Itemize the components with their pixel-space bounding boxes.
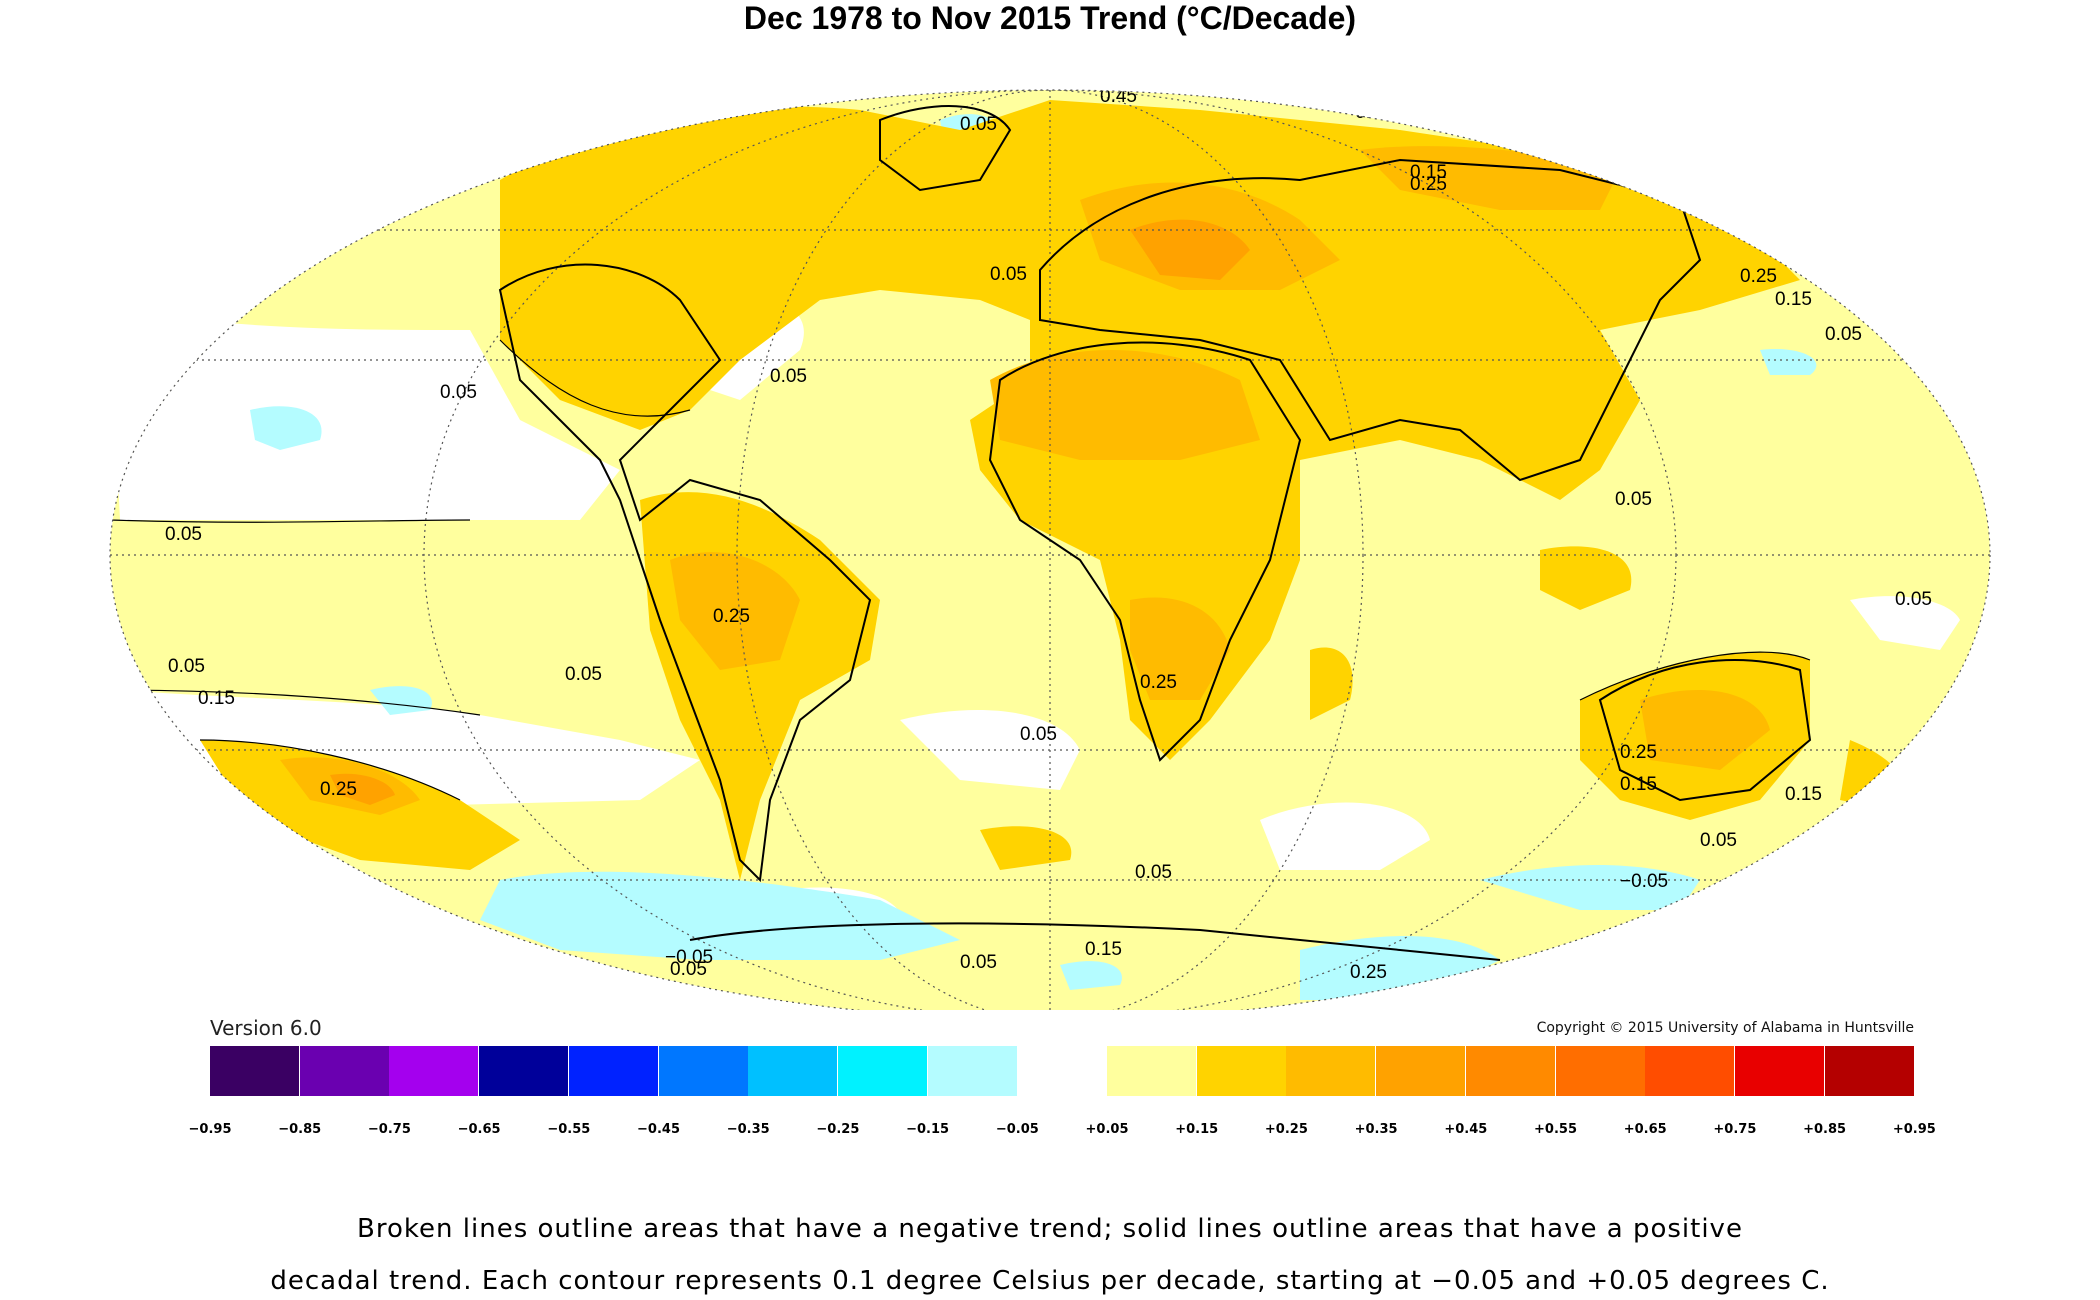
legend-swatch [568, 1046, 658, 1096]
legend-tick-label: −0.75 [367, 1122, 411, 1137]
color-legend-ticks: −0.95 −0.85 −0.75 −0.65 −0.55 −0.45 −0.35 −0.25… [0, 1122, 2100, 1142]
contour-label: 0.15 [1085, 939, 1122, 960]
legend-tick-label: +0.15 [1175, 1122, 1219, 1137]
legend-tick-label: +0.85 [1803, 1122, 1847, 1137]
contour-label: 0.25 [1620, 742, 1657, 763]
contour-label: 0.25 [713, 606, 750, 627]
legend-swatch [1017, 1046, 1107, 1096]
legend-tick-label: −0.45 [637, 1122, 680, 1137]
contour-lines [110, 339, 1811, 801]
legend-swatch [927, 1046, 1017, 1096]
legend-tick-label: +0.35 [1354, 1122, 1398, 1137]
contour-label: 0.05 [960, 952, 997, 973]
contour-label: 0.05 [1615, 489, 1652, 510]
map-title: Dec 1978 to Nov 2015 Trend (°C/Decade) [743, 0, 1357, 36]
legend-tick-label: −0.15 [906, 1122, 950, 1137]
legend-tick-label: +0.75 [1713, 1122, 1757, 1137]
legend-swatch [210, 1046, 299, 1096]
legend-tick-label: −0.55 [547, 1122, 591, 1137]
contour-label: 0.05 [1020, 724, 1057, 745]
contour-label: 0.15 [198, 688, 235, 709]
legend-swatch [1645, 1046, 1735, 1096]
contour-label: 0.05 [440, 382, 477, 403]
contour-label: 0.05 [168, 656, 205, 677]
contour-label: 0.05 [1700, 830, 1737, 851]
legend-swatch [1824, 1046, 1914, 1096]
legend-swatch [1196, 1046, 1286, 1096]
contour-label: 0.15 [1620, 774, 1657, 795]
copyright-label: Copyright © 2015 University of Alabama i… [1536, 1020, 1914, 1036]
contour-label: 0.05 [990, 264, 1027, 285]
legend-swatch [1555, 1046, 1645, 1096]
contour-label: 0.05 [1895, 589, 1932, 610]
trend-035-regions [330, 219, 1250, 805]
contour-label: 0.15 [1785, 784, 1822, 805]
legend-tick-label: −0.05 [995, 1122, 1039, 1137]
contour-label: 0.45 [1100, 86, 1137, 107]
legend-swatch [748, 1046, 838, 1096]
contour-label: 0.05 [565, 664, 602, 685]
legend-swatch [1286, 1046, 1376, 1096]
contour-label: 0.15 [1410, 162, 1447, 183]
contour-label: 0.25 [1350, 962, 1387, 983]
legend-tick-label: −0.95 [188, 1122, 232, 1137]
legend-tick-label: −0.35 [726, 1122, 770, 1137]
legend-swatch [299, 1046, 389, 1096]
caption-line-2: decadal trend. Each contour represents 0… [270, 1266, 1830, 1296]
contour-label: −0.05 [665, 947, 713, 968]
contour-label: 0.05 [770, 366, 807, 387]
legend-tick-label: +0.45 [1444, 1122, 1488, 1137]
contour-label: 0.05 [1825, 324, 1862, 345]
contour-label: 0.25 [1740, 266, 1777, 287]
legend-swatch [1107, 1046, 1196, 1096]
contour-label: 0.25 [1140, 672, 1177, 693]
legend-swatch [389, 1046, 479, 1096]
trend-025-regions [280, 146, 1770, 815]
contour-label: 0.25 [320, 779, 357, 800]
legend-tick-label: +0.55 [1534, 1122, 1577, 1137]
contour-label: 0.25 [1410, 174, 1447, 195]
contour-label: 0.05 [960, 114, 997, 135]
legend-swatch [1734, 1046, 1824, 1096]
legend-tick-label: −0.65 [457, 1122, 501, 1137]
contour-label: −0.05 [1620, 871, 1668, 892]
caption-line-1: Broken lines outline areas that have a n… [357, 1214, 1743, 1244]
contour-label: 0.15 [1775, 289, 1812, 310]
legend-swatch [658, 1046, 748, 1096]
graticule-lines [110, 90, 1990, 1010]
legend-swatch [1376, 1046, 1466, 1096]
version-label: Version 6.0 [210, 1016, 322, 1040]
world-trend-map: 0.45 0.35 0.25 0.15 0.25 0.25 0.15 0.05 … [109, 86, 1991, 1010]
color-legend-bar [210, 1046, 1920, 1096]
legend-swatch [1465, 1046, 1555, 1096]
legend-tick-label: +0.65 [1623, 1122, 1667, 1137]
contour-label: 0.35 [1355, 102, 1392, 123]
legend-swatch [479, 1046, 569, 1096]
contour-label: 0.05 [165, 524, 202, 545]
legend-tick-label: −0.25 [816, 1122, 860, 1137]
legend-tick-label: +0.95 [1892, 1122, 1936, 1137]
contour-label: 0.05 [670, 959, 707, 980]
contour-label: 0.05 [1135, 862, 1172, 883]
legend-swatch [837, 1046, 927, 1096]
map-outline [109, 89, 1991, 1010]
legend-tick-label: +0.05 [1085, 1122, 1129, 1137]
coastlines [498, 105, 1812, 961]
legend-tick-label: −0.85 [278, 1122, 322, 1137]
legend-tick-label: +0.25 [1264, 1122, 1308, 1137]
